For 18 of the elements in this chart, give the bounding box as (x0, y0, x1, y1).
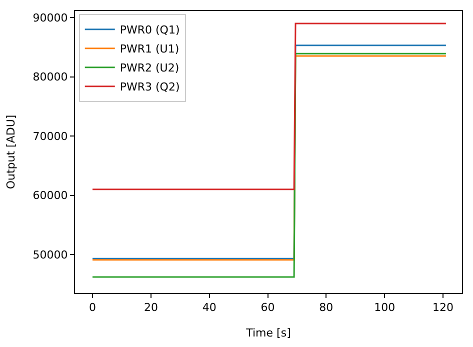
legend-label: PWR3 (Q2) (120, 80, 180, 94)
x-axis-title: Time [s] (245, 326, 291, 340)
y-tick-label: 80000 (32, 70, 68, 84)
y-axis-title: Output [ADU] (4, 114, 18, 190)
x-tick-label: 40 (202, 301, 216, 314)
legend-label: PWR0 (Q1) (120, 24, 180, 37)
y-tick-label: 60000 (32, 189, 68, 202)
y-tick-label: 90000 (32, 11, 68, 24)
legend-label: PWR2 (U2) (120, 62, 180, 75)
legend-label: PWR1 (U1) (120, 42, 180, 56)
y-tick-label: 50000 (32, 248, 68, 262)
x-tick-label: 100 (374, 301, 396, 314)
x-tick-label: 120 (432, 301, 454, 314)
x-tick-label: 80 (319, 301, 334, 314)
x-tick-label: 0 (89, 301, 96, 314)
x-tick-label: 20 (144, 301, 158, 314)
y-tick-label: 70000 (32, 130, 68, 143)
x-tick-label: 60 (260, 301, 275, 314)
